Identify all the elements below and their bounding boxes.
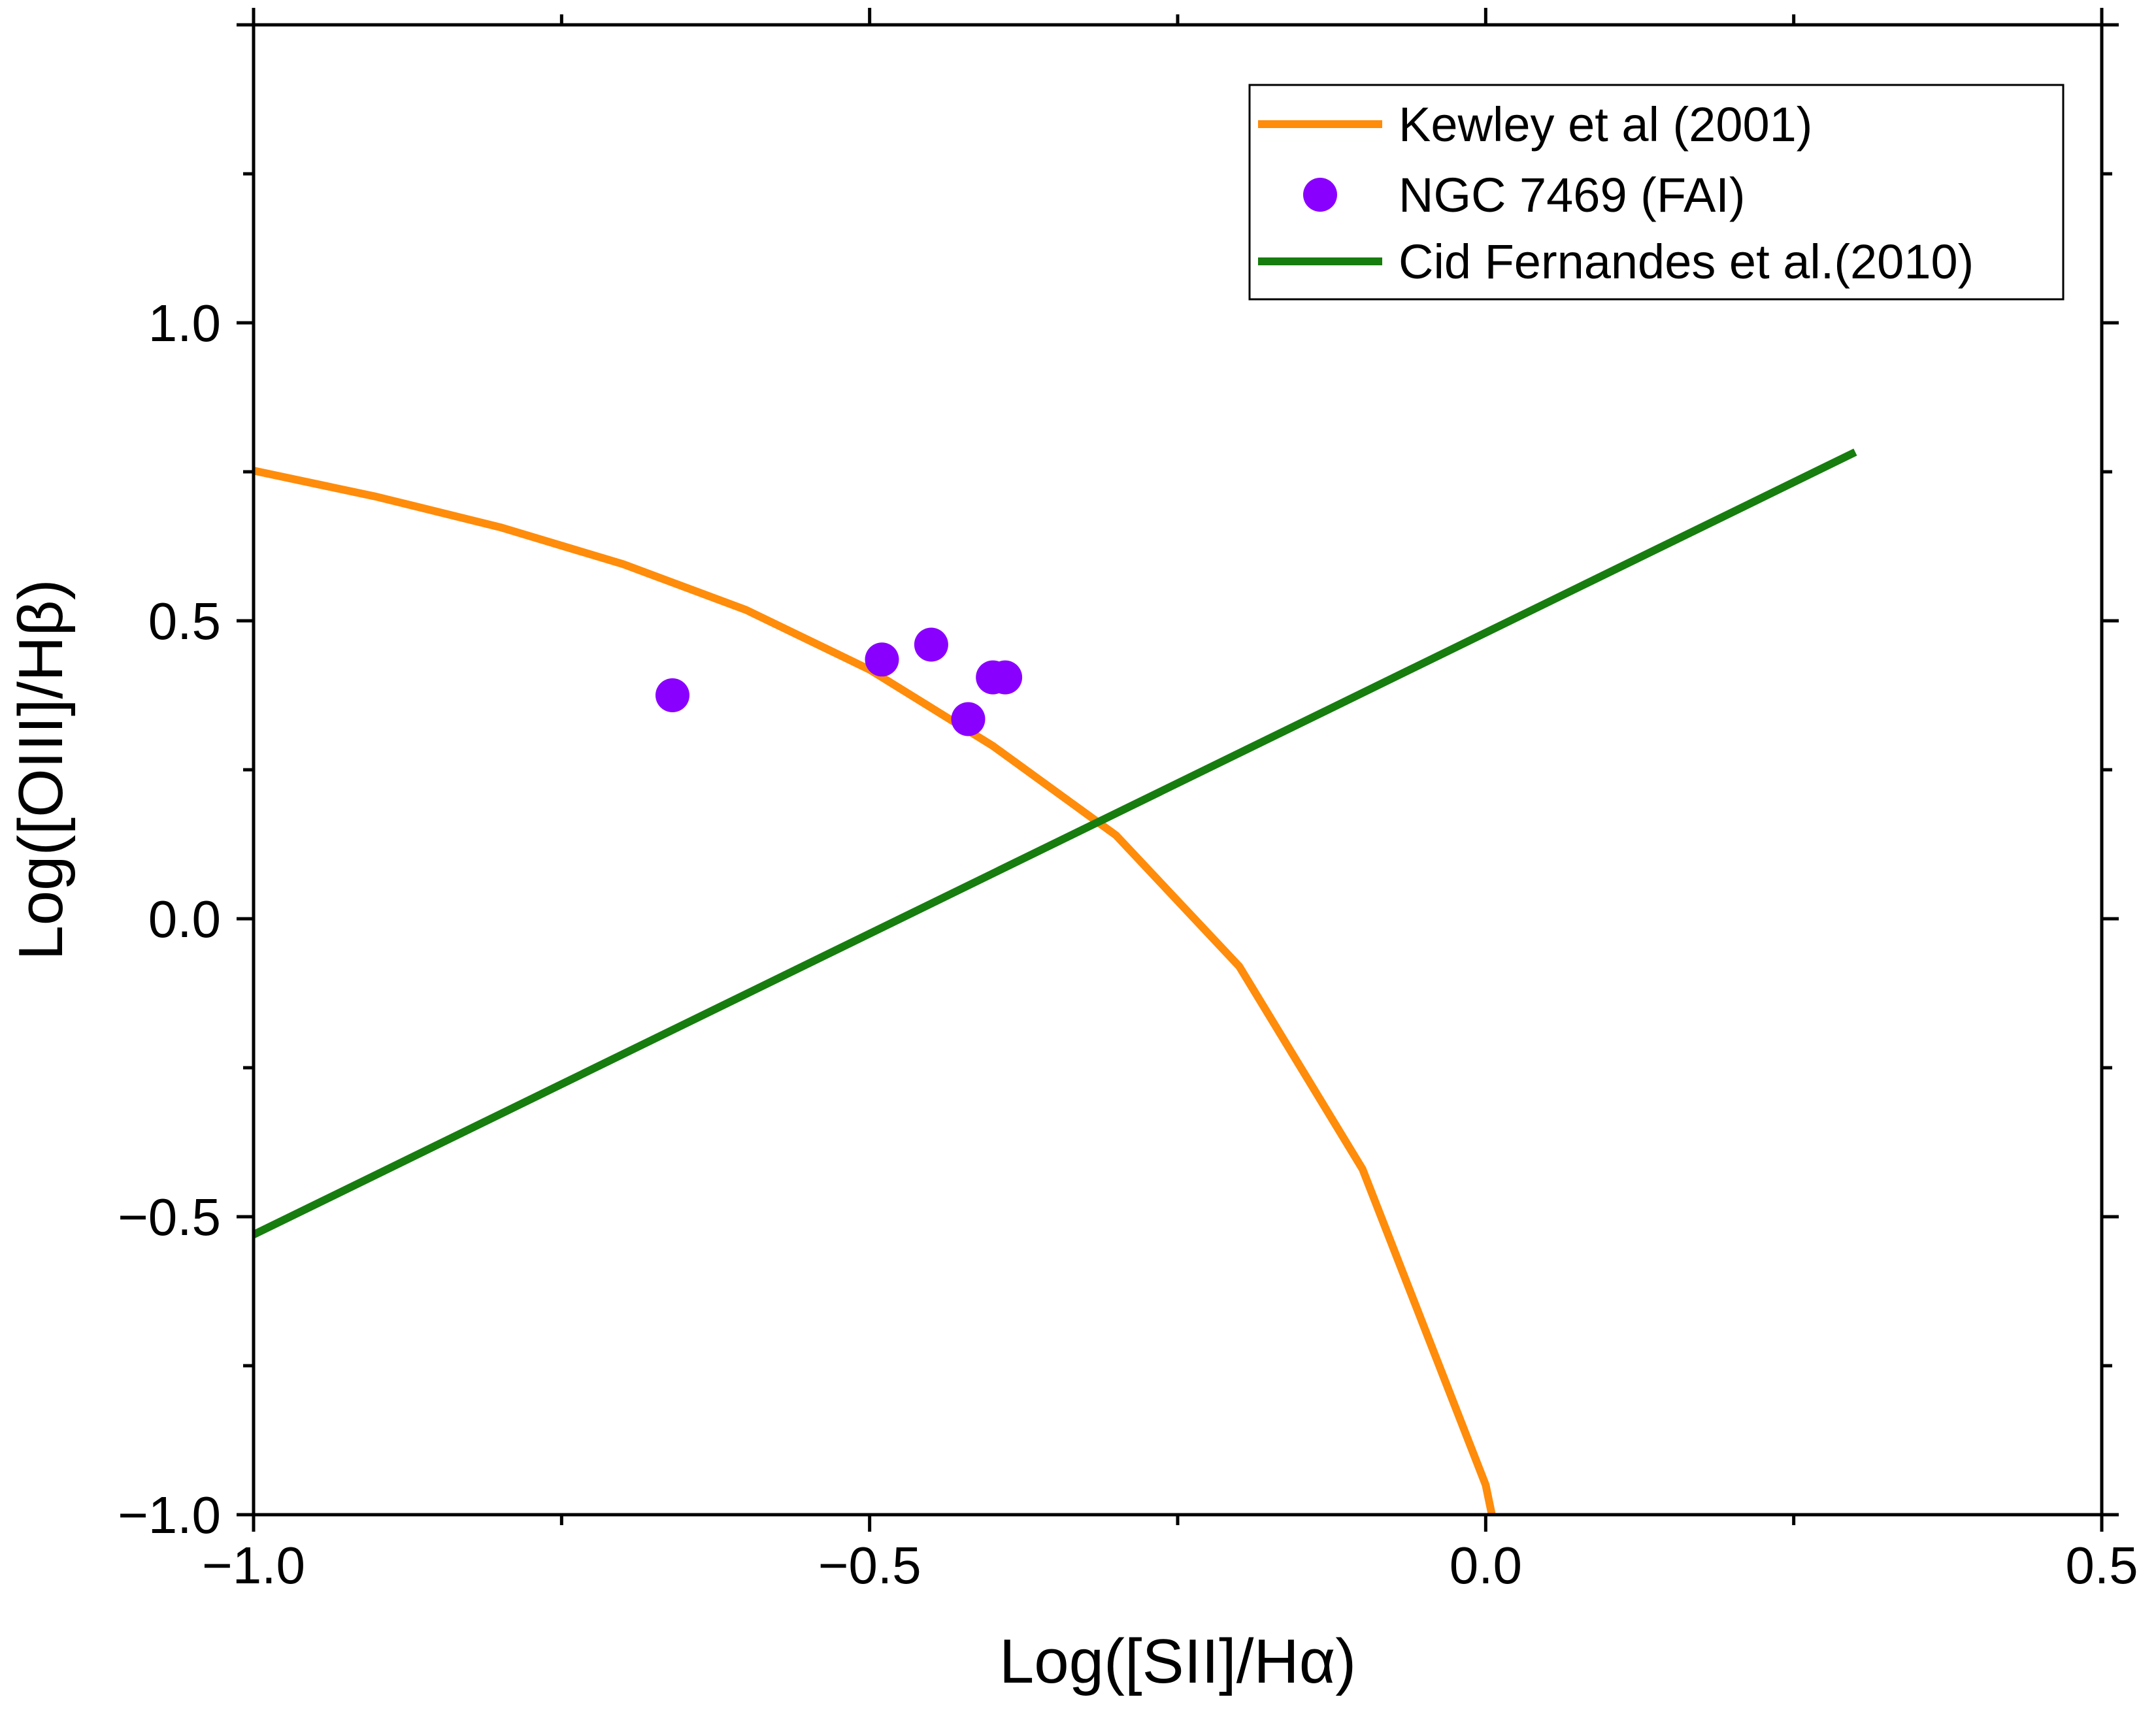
legend-label-cid-fernandes: Cid Fernandes et al.(2010)	[1399, 235, 1974, 289]
data-point	[914, 627, 948, 662]
legend-label-ngc7469: NGC 7469 (FAI)	[1399, 168, 1746, 222]
y-tick-label: 1.0	[148, 294, 221, 352]
data-point	[655, 678, 689, 712]
series-line-0	[252, 467, 1496, 1516]
series-line-2	[252, 448, 1857, 1238]
legend: Kewley et al (2001) NGC 7469 (FAI) Cid F…	[1248, 84, 2065, 301]
x-tick-label: −1.0	[202, 1536, 305, 1594]
y-tick-label: 0.0	[148, 890, 221, 948]
legend-label-kewley: Kewley et al (2001)	[1399, 97, 1812, 152]
y-tick-label: 0.5	[148, 592, 221, 650]
data-point	[988, 660, 1023, 695]
y-tick-label: −0.5	[118, 1188, 221, 1246]
x-tick-label: 0.0	[1450, 1536, 1522, 1594]
plot-points	[655, 627, 1023, 736]
x-tick-label: 0.5	[2065, 1536, 2138, 1594]
x-ticks: −1.0 −0.5 0.0 0.5	[202, 8, 2138, 1594]
x-axis-label: Log([SII]/Hα)	[999, 1626, 1356, 1696]
y-ticks: −1.0 −0.5 0.0 0.5 1.0	[118, 23, 2119, 1544]
data-point	[951, 702, 986, 736]
plot-lines	[252, 448, 1857, 1516]
x-tick-label: −0.5	[818, 1536, 921, 1594]
y-axis-label: Log([OIII]/Hβ)	[6, 579, 76, 960]
data-point	[865, 642, 899, 677]
legend-swatch-ngc7469	[1303, 178, 1337, 212]
legend-box	[1248, 84, 2065, 301]
y-tick-label: −1.0	[118, 1486, 221, 1544]
